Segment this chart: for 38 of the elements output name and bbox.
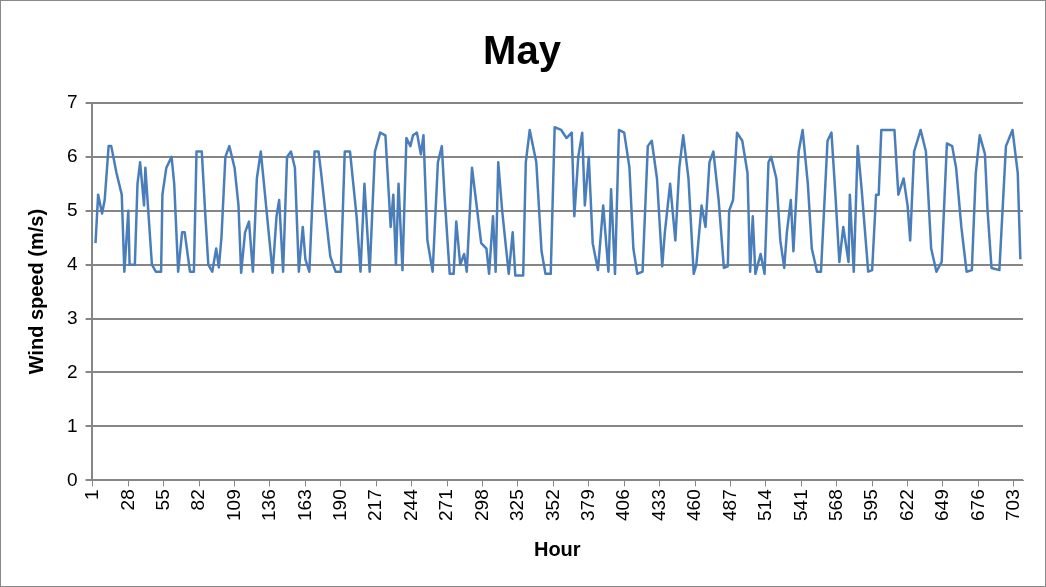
- x-tick-label: 352: [541, 489, 563, 521]
- x-tick-label: 298: [470, 489, 492, 521]
- x-tick-label: 163: [293, 489, 315, 521]
- x-tick-label: 82: [187, 489, 209, 511]
- x-tick-label: 325: [506, 489, 528, 521]
- x-tick-label: 136: [258, 489, 280, 521]
- x-tick-label: 433: [647, 489, 669, 521]
- x-tick-label: 622: [895, 489, 917, 521]
- x-tick-label: 460: [683, 489, 705, 521]
- x-tick-label: 487: [718, 489, 740, 521]
- x-tick-label: 514: [754, 488, 776, 521]
- chart-title: May: [483, 28, 562, 73]
- x-tick-label: 217: [364, 489, 386, 521]
- y-tick-label: 2: [66, 360, 78, 382]
- x-tick-label: 190: [329, 489, 351, 521]
- x-tick-label: 379: [577, 489, 598, 521]
- x-tick-label: 109: [222, 489, 244, 521]
- y-tick-label: 7: [66, 91, 78, 113]
- x-tick-label: 703: [1002, 489, 1024, 521]
- y-tick-label: 1: [66, 414, 78, 436]
- x-tick-label: 541: [789, 489, 811, 521]
- y-tick-label: 6: [66, 145, 78, 167]
- y-tick-label: 5: [66, 199, 78, 221]
- x-tick-label: 676: [966, 489, 988, 521]
- x-tick-label: 568: [824, 489, 846, 521]
- x-tick-label: 55: [151, 489, 173, 511]
- x-tick-label: 271: [435, 489, 457, 521]
- x-tick-label: 595: [860, 489, 882, 521]
- y-axis-title: Wind speed (m/s): [24, 208, 47, 375]
- x-tick-label: 406: [612, 489, 634, 521]
- x-tick-label: 244: [399, 488, 421, 521]
- y-tick-label: 3: [66, 306, 78, 328]
- y-tick-label: 0: [66, 468, 78, 490]
- y-tick-label: 4: [66, 252, 78, 274]
- x-tick-label: 1: [81, 489, 103, 500]
- x-tick-label: 28: [116, 489, 138, 511]
- x-tick-label: 649: [931, 489, 953, 521]
- x-axis-title: Hour: [533, 537, 581, 560]
